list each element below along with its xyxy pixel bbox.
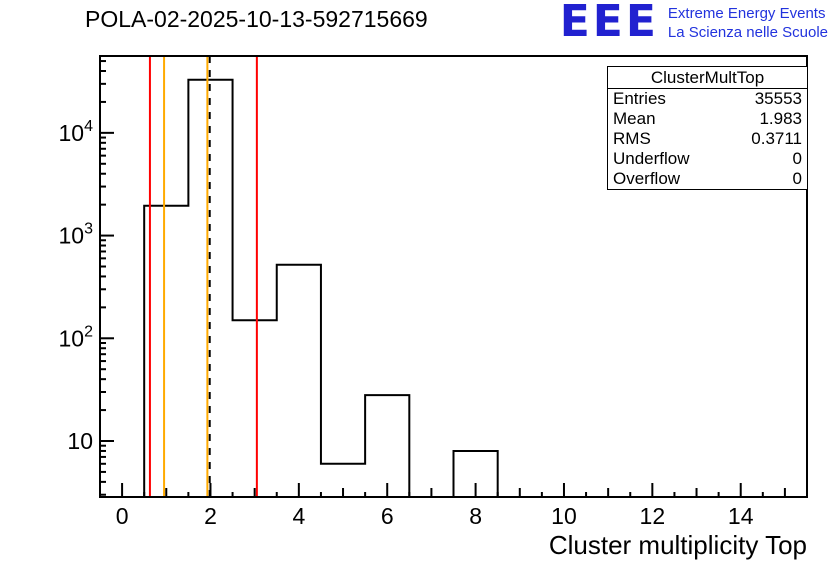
eee-logo: EEE Extreme Energy Events La Scienza nel… xyxy=(559,0,828,47)
svg-text:12: 12 xyxy=(640,503,666,529)
stats-row-label: RMS xyxy=(613,129,651,148)
svg-text:6: 6 xyxy=(381,503,394,529)
x-axis-ticks xyxy=(99,483,808,497)
stats-row: Mean 1.983 xyxy=(608,109,807,129)
stats-title: ClusterMultTop xyxy=(608,67,807,89)
stats-row-value: 0.3711 xyxy=(751,129,802,148)
stats-row-label: Underflow xyxy=(613,149,690,168)
svg-text:0: 0 xyxy=(116,503,129,529)
svg-text:10: 10 xyxy=(67,428,93,454)
eee-logo-captions: Extreme Energy Events La Scienza nelle S… xyxy=(668,2,828,42)
svg-text:103: 103 xyxy=(59,221,94,249)
svg-text:104: 104 xyxy=(59,118,94,146)
svg-text:10: 10 xyxy=(551,503,577,529)
svg-text:8: 8 xyxy=(469,503,482,529)
x-axis-tick-labels: 0 2 4 6 8 10 12 14 xyxy=(116,503,754,529)
stats-row-label: Mean xyxy=(613,109,656,128)
stats-row-value: 0 xyxy=(792,149,802,168)
stats-row-value: 0 xyxy=(792,169,802,188)
svg-text:102: 102 xyxy=(59,323,94,351)
stats-row-label: Entries xyxy=(613,89,666,108)
stats-box: ClusterMultTop Entries 35553 Mean 1.983 RMS 0… xyxy=(607,66,808,190)
eee-logo-caption-line1: Extreme Energy Events xyxy=(667,5,826,22)
stats-row: Underflow 0 xyxy=(608,149,807,169)
stats-row: RMS 0.3711 xyxy=(608,129,807,149)
plot-title: POLA-02-2025-10-13-592715669 xyxy=(85,6,428,32)
eee-logo-text: EEE xyxy=(559,0,659,47)
stats-row: Entries 35553 xyxy=(608,89,807,109)
svg-text:14: 14 xyxy=(728,503,754,529)
stats-rows: Entries 35553 Mean 1.983 RMS 0.3711 Underflow 0… xyxy=(608,89,807,189)
stats-row-value: 1.983 xyxy=(759,109,802,128)
stats-row-value: 35553 xyxy=(754,89,802,108)
eee-logo-caption-line2: La Scienza nelle Scuole xyxy=(667,24,828,41)
svg-text:2: 2 xyxy=(204,503,217,529)
x-axis-title: Cluster multiplicity Top xyxy=(549,530,807,560)
stats-row: Overflow 0 xyxy=(608,169,807,189)
y-axis-tick-labels: 10 102 103 104 xyxy=(59,118,94,454)
marker-lines xyxy=(148,56,258,497)
y-axis-ticks xyxy=(100,60,114,496)
stats-row-label: Overflow xyxy=(613,169,681,188)
svg-text:4: 4 xyxy=(292,503,305,529)
